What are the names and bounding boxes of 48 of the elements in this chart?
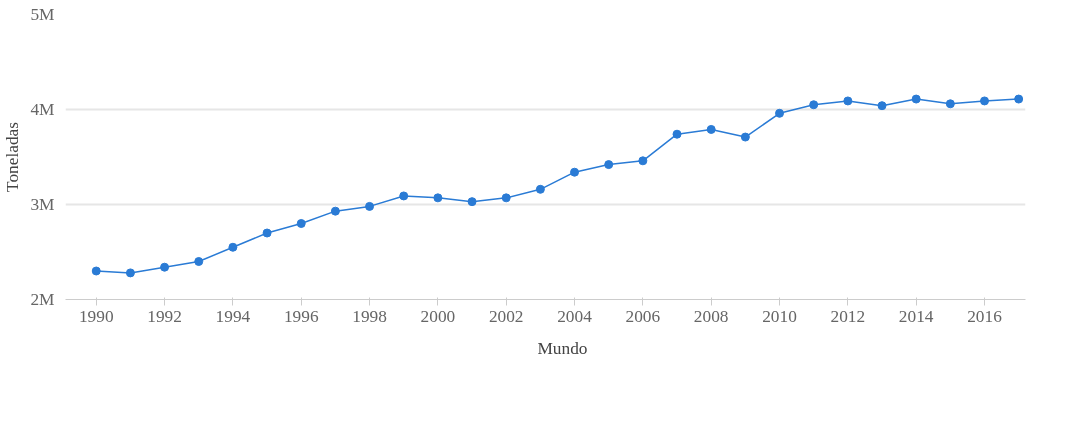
x-tick-label: 1990: [78, 306, 114, 326]
y-tick-label: 4M: [30, 100, 55, 119]
point: [638, 156, 648, 166]
text: Mundo: [537, 339, 588, 359]
point: [467, 197, 477, 207]
point: [330, 206, 340, 216]
point: [399, 191, 409, 201]
point: [433, 193, 443, 203]
x-tick-label: 2002: [488, 306, 524, 326]
point: [775, 108, 785, 118]
point: [809, 100, 819, 110]
x-tick-label: 2004: [557, 306, 593, 326]
point: [672, 129, 682, 139]
point: [1014, 94, 1024, 104]
point: [194, 257, 204, 266]
x-tick-label: 2008: [693, 306, 729, 326]
x-tick-label: 1992: [147, 306, 182, 326]
point: [262, 228, 272, 238]
point: [570, 167, 580, 177]
point: [125, 268, 135, 278]
point: [365, 201, 375, 211]
point: [535, 184, 545, 194]
y-tick-label: 3M: [30, 195, 55, 214]
x-tick-label: 1996: [283, 306, 319, 326]
point: [228, 242, 238, 252]
x-tick-label: 2012: [830, 306, 866, 326]
point: [843, 96, 853, 106]
point: [980, 96, 989, 106]
y-tick-label: 5M: [30, 5, 55, 24]
x-tick-label: 2016: [967, 306, 1003, 326]
point: [945, 99, 955, 109]
point: [911, 94, 921, 104]
point: [296, 219, 306, 228]
point: [740, 132, 750, 142]
x-tick-label: 2006: [625, 306, 661, 326]
point: [706, 124, 716, 134]
point: [604, 160, 614, 170]
y-tick-label: 2M: [30, 290, 55, 309]
x-tick-label: 1998: [352, 306, 387, 326]
point: [501, 193, 511, 203]
point: [877, 101, 887, 111]
point: [160, 262, 170, 272]
x-tick-label: 2000: [420, 306, 456, 326]
x-tick-label: 2010: [762, 306, 797, 326]
y-axis-title: Toneladas: [3, 121, 23, 192]
point: [91, 266, 101, 276]
x-tick-label: 1994: [215, 306, 251, 326]
x-tick-label: 2014: [898, 306, 934, 326]
